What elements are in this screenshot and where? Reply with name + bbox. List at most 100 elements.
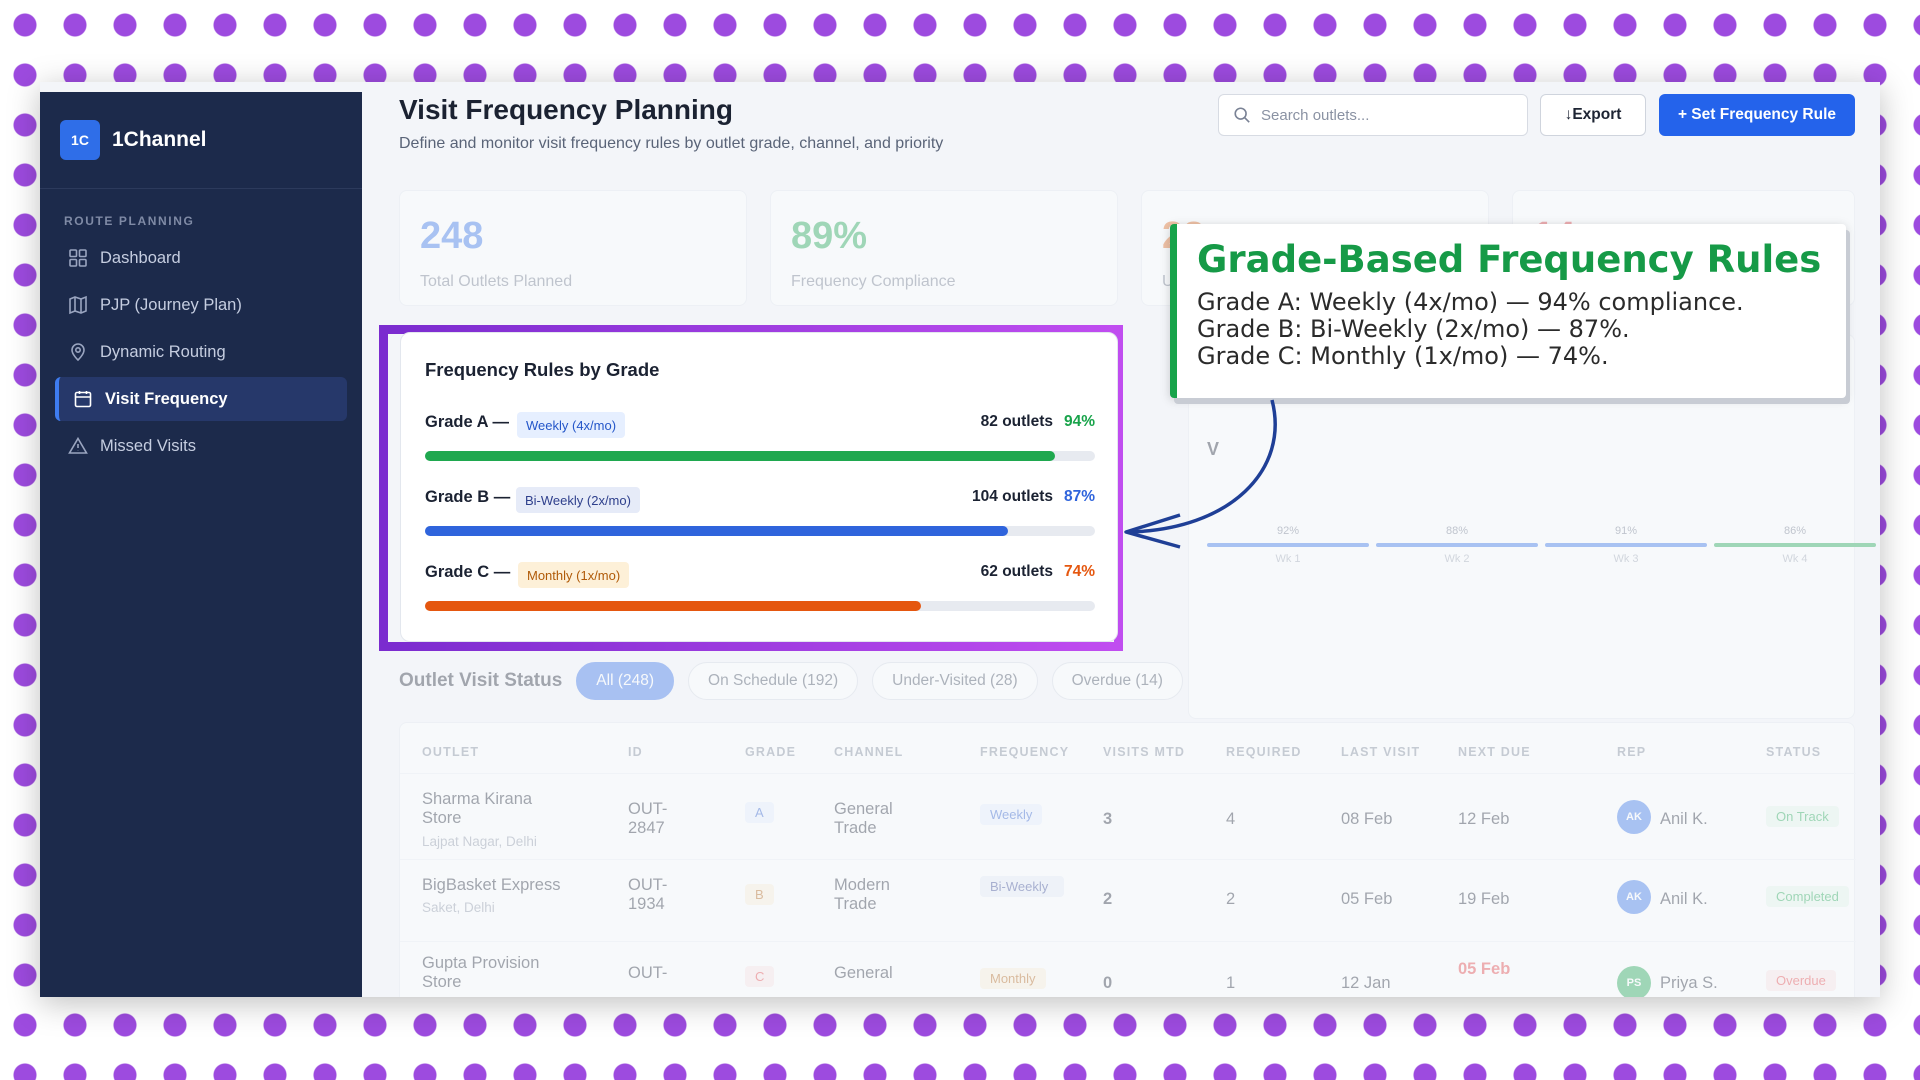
col-header: GRADE	[745, 745, 797, 759]
search-input[interactable]	[1261, 106, 1501, 124]
col-header: STATUS	[1766, 745, 1822, 759]
visits-mtd: 0	[1103, 974, 1113, 992]
sidebar-item-dashboard[interactable]: Dashboard	[55, 236, 347, 280]
progress-track	[425, 601, 1095, 611]
grade-compliance-pct: 87%	[1063, 488, 1095, 505]
grade-badge: A	[745, 802, 774, 823]
status-badge: On Track	[1766, 806, 1839, 827]
grade-outlet-count: 62 outlets	[980, 563, 1053, 580]
set-frequency-rule-button[interactable]: + Set Frequency Rule	[1659, 94, 1855, 136]
col-header: FREQUENCY	[980, 745, 1070, 759]
week-pct: 86%	[1783, 525, 1807, 537]
callout-line: Grade A: Weekly (4x/mo) — 94% compliance…	[1197, 288, 1744, 316]
grade-rule-row[interactable]: Grade C — Monthly (1x/mo) 62 outlets 74%	[425, 562, 1095, 613]
progress-track	[425, 451, 1095, 461]
table-row[interactable]: Gupta Provision Store OUT- C General Mon…	[400, 941, 1856, 997]
progress-fill	[425, 526, 1008, 536]
channel: Modern Trade	[834, 876, 890, 913]
grade-outlet-count: 104 outlets	[972, 488, 1053, 505]
stat-card-compliance: 89% Frequency Compliance	[770, 190, 1118, 306]
frequency-pill: Weekly (4x/mo)	[517, 412, 626, 438]
sidebar-divider	[40, 188, 362, 189]
stat-value: 248	[420, 215, 484, 257]
download-icon: ↓	[1564, 106, 1573, 123]
outlet-area: Lajpat Nagar, Delhi	[422, 834, 537, 849]
rep-name: Anil K.	[1660, 890, 1708, 908]
grade-compliance-pct: 74%	[1063, 563, 1095, 580]
annotation-callout: Grade-Based Frequency Rules Grade A: Wee…	[1170, 224, 1846, 398]
visits-mtd: 2	[1103, 890, 1113, 908]
sidebar-item-visit-frequency[interactable]: Visit Frequency	[55, 377, 347, 421]
frequency-pill: Monthly (1x/mo)	[518, 562, 630, 588]
filter-chip-under-visited[interactable]: Under-Visited (28)	[872, 662, 1038, 700]
col-header: VISITS MTD	[1103, 745, 1186, 759]
table-row[interactable]: BigBasket Express Saket, Delhi OUT-1934 …	[400, 859, 1856, 945]
sidebar: 1C 1Channel ROUTE PLANNING Dashboard PJP…	[40, 92, 362, 997]
filter-chip-on-schedule[interactable]: On Schedule (192)	[688, 662, 859, 700]
stat-label: Frequency Compliance	[791, 273, 956, 290]
sidebar-item-missed-visits[interactable]: Missed Visits	[55, 424, 347, 468]
col-header: REP	[1617, 745, 1647, 759]
week-bar-line	[1545, 543, 1707, 547]
grade-rule-row[interactable]: Grade B — Bi-Weekly (2x/mo) 104 outlets …	[425, 487, 1095, 538]
week-bar-line	[1376, 543, 1538, 547]
col-header: CHANNEL	[834, 745, 904, 759]
sidebar-item-label: Dashboard	[100, 248, 181, 267]
week-bar: 91% Wk 3	[1545, 525, 1707, 565]
export-button[interactable]: ↓ Export	[1540, 94, 1646, 136]
rep-name: Priya S.	[1660, 974, 1718, 992]
logo[interactable]: 1C 1Channel	[60, 120, 207, 160]
week-label: Wk 1	[1275, 553, 1301, 565]
outlet-area: Saket, Delhi	[422, 900, 495, 915]
frequency-pill: Bi-Weekly (2x/mo)	[516, 487, 640, 513]
filter-chip-all[interactable]: All (248)	[576, 662, 675, 700]
callout-line: Grade C: Monthly (1x/mo) — 74%.	[1197, 342, 1609, 370]
sidebar-nav: Dashboard PJP (Journey Plan) Dynamic Rou…	[55, 236, 347, 471]
grade-rule-row[interactable]: Grade A — Weekly (4x/mo) 82 outlets 94%	[425, 412, 1095, 463]
sidebar-item-label: PJP (Journey Plan)	[100, 295, 242, 314]
sidebar-item-dynamic-routing[interactable]: Dynamic Routing	[55, 330, 347, 374]
callout-title: Grade-Based Frequency Rules	[1197, 238, 1822, 281]
week-bar: 88% Wk 2	[1376, 525, 1538, 565]
sidebar-item-pjp[interactable]: PJP (Journey Plan)	[55, 283, 347, 327]
week-label: Wk 4	[1782, 553, 1808, 565]
status-badge: Overdue	[1766, 970, 1836, 991]
last-visit: 12 Jan	[1341, 974, 1391, 992]
grade-compliance-pct: 94%	[1063, 413, 1095, 430]
week-pct: 91%	[1614, 525, 1638, 537]
week-bar: 92% Wk 1	[1207, 525, 1369, 565]
stat-value: 89%	[791, 215, 868, 257]
status-title: Outlet Visit Status	[399, 670, 563, 691]
table-row[interactable]: Sharma Kirana Store Lajpat Nagar, Delhi …	[400, 773, 1856, 859]
rules-card-title: Frequency Rules by Grade	[425, 359, 660, 380]
week-pct: 88%	[1445, 525, 1469, 537]
grade-label: Grade B —	[425, 488, 511, 506]
grade-badge: B	[745, 884, 774, 905]
warning-icon	[68, 436, 88, 454]
dashboard-icon	[69, 249, 87, 267]
frequency-badge: Monthly	[980, 968, 1046, 989]
filter-chip-overdue[interactable]: Overdue (14)	[1051, 662, 1183, 700]
callout-line: Grade B: Bi-Weekly (2x/mo) — 87%.	[1197, 315, 1630, 343]
required: 4	[1226, 810, 1236, 828]
progress-track	[425, 526, 1095, 536]
search-icon	[1234, 107, 1250, 123]
frequency-rules-card: Frequency Rules by Grade Grade A — Weekl…	[400, 332, 1118, 642]
week-bar-line	[1714, 543, 1876, 547]
channel: General	[834, 964, 893, 982]
week-bar: 86% Wk 4	[1714, 525, 1876, 565]
logo-text: 1Channel	[112, 128, 207, 151]
sidebar-item-label: Missed Visits	[100, 436, 196, 455]
channel: General Trade	[834, 800, 893, 837]
col-header: REQUIRED	[1226, 745, 1302, 759]
grade-badge: C	[745, 966, 775, 987]
avatar: AK	[1617, 800, 1651, 834]
progress-fill	[425, 451, 1055, 461]
grade-outlet-count: 82 outlets	[980, 413, 1053, 430]
frequency-badge: Bi-Weekly	[980, 876, 1064, 897]
trend-card: V 92% Wk 1 88% Wk 2 91% Wk 3 86%	[1188, 334, 1876, 719]
week-pct: 92%	[1276, 525, 1300, 537]
avatar: AK	[1617, 880, 1651, 914]
outlet-name: BigBasket Express	[422, 876, 561, 894]
search-box[interactable]	[1218, 94, 1528, 136]
